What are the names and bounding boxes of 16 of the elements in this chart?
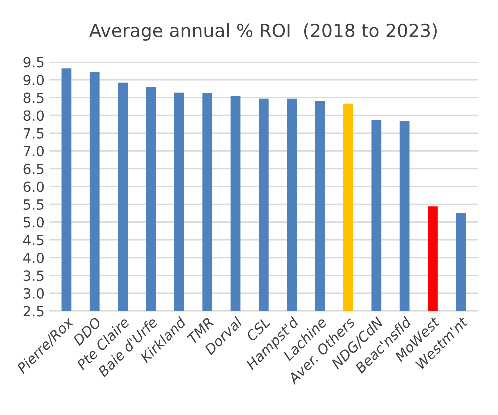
chart-title: Average annual % ROI (2018 to 2023) bbox=[90, 24, 437, 42]
y-tick-label: 3.5 bbox=[24, 270, 44, 282]
y-tick-label: 9.0 bbox=[24, 75, 44, 86]
y-tick-label: 7.5 bbox=[24, 128, 44, 139]
y-tick-label: 7.0 bbox=[24, 146, 44, 157]
y-tick-label: 6.0 bbox=[24, 182, 44, 192]
y-tick-label: 4.5 bbox=[24, 235, 44, 246]
y-tick-label: 5.0 bbox=[24, 217, 44, 228]
y-tick-label: 2.5 bbox=[24, 306, 44, 317]
y-tick-label: 8.5 bbox=[24, 92, 44, 104]
y-tick-label: 3.0 bbox=[24, 288, 44, 299]
y-tick-label: 9.5 bbox=[24, 57, 44, 68]
y-tick-label: 4.0 bbox=[24, 252, 44, 264]
y-tick-label: 6.5 bbox=[24, 164, 44, 174]
y-tick-label: 5.5 bbox=[24, 200, 44, 210]
y-tick-label: 8.0 bbox=[24, 110, 44, 122]
